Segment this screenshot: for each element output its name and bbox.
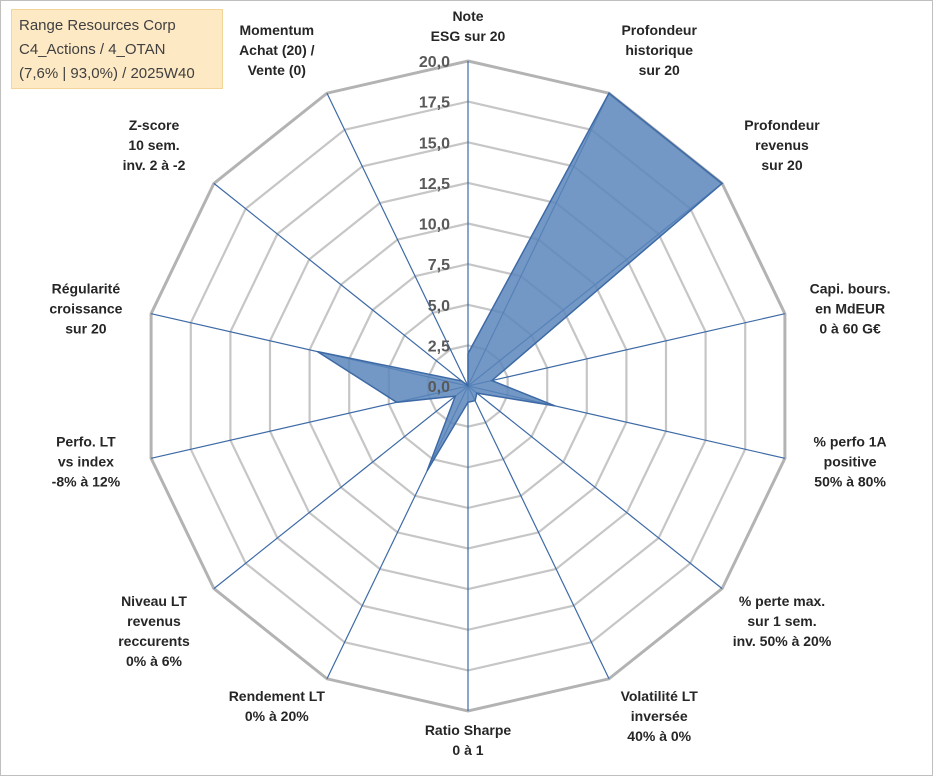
series-area bbox=[317, 92, 724, 472]
axis-label: Rendement LT 0% à 20% bbox=[229, 688, 326, 724]
tick-label: 12,5 bbox=[419, 176, 450, 193]
info-company: Range Resources Corp bbox=[19, 17, 176, 34]
axis-label: % perfo 1A positive 50% à 80% bbox=[814, 433, 887, 489]
axis-label: Profondeur historique sur 20 bbox=[621, 22, 697, 78]
axis-spoke bbox=[467, 385, 610, 680]
tick-label: 10,0 bbox=[419, 217, 450, 234]
axis-label: Profondeur revenus sur 20 bbox=[744, 117, 820, 173]
tick-label: 15,0 bbox=[419, 135, 450, 152]
axis-label: % perte max. sur 1 sem. inv. 50% à 20% bbox=[733, 593, 832, 649]
axis-spoke bbox=[467, 385, 723, 590]
tick-label: 2,5 bbox=[428, 338, 450, 355]
axis-label: Z-score 10 sem. inv. 2 à -2 bbox=[123, 117, 186, 173]
info-category: C4_Actions / 4_OTAN bbox=[19, 41, 166, 58]
axis-spoke bbox=[213, 385, 469, 590]
axis-labels: Note ESG sur 20 Profondeur historique sur 20… bbox=[49, 8, 890, 758]
tick-label: 0,0 bbox=[428, 379, 450, 396]
axis-label: Perfo. LT vs index -8% à 12% bbox=[52, 433, 121, 489]
axis-label: Note ESG sur 20 bbox=[431, 8, 506, 44]
axis-label: Ratio Sharpe 0 à 1 bbox=[425, 722, 512, 758]
tick-label: 5,0 bbox=[428, 298, 450, 315]
tick-label: 20,0 bbox=[419, 54, 450, 71]
info-stats: (7,6% | 93,0%) / 2025W40 bbox=[19, 65, 195, 82]
series-layer bbox=[317, 92, 724, 472]
axis-label: Momentum Achat (20) / Vente (0) bbox=[239, 22, 315, 78]
axis-spoke bbox=[213, 182, 469, 387]
tick-labels: 0,0 2,5 5,0 7,5 10,0 12,5 15,0 17,5 20,0 bbox=[419, 54, 450, 396]
axis-label: Volatilité LT inversée 40% à 0% bbox=[621, 688, 699, 744]
info-box: Range Resources Corp C4_Actions / 4_OTAN… bbox=[11, 9, 223, 89]
axis-label: Régularité croissance sur 20 bbox=[49, 281, 122, 337]
axis-spoke bbox=[467, 313, 786, 387]
axis-label: Niveau LT revenus reccurents 0% à 6% bbox=[118, 593, 190, 669]
axis-spoke bbox=[326, 92, 469, 387]
tick-label: 17,5 bbox=[419, 95, 450, 112]
axis-label: Capi. bours. en MdEUR 0 à 60 G€ bbox=[810, 281, 891, 337]
tick-label: 7,5 bbox=[428, 257, 450, 274]
